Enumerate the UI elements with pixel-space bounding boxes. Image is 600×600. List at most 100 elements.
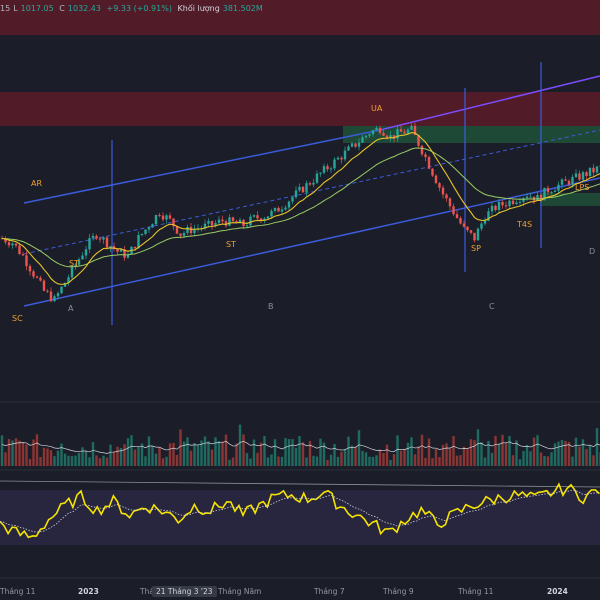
volume-bar <box>585 449 588 466</box>
channel-upper <box>23 129 381 204</box>
volume-bar <box>529 451 532 466</box>
volume-label: Khối lượng <box>177 4 220 13</box>
candle-body <box>207 221 210 224</box>
ema-green-line <box>1 147 600 268</box>
supply-zone-mid <box>0 92 600 126</box>
volume-bar <box>165 456 168 466</box>
candle-body <box>81 255 84 260</box>
candle-body <box>284 207 287 210</box>
volume-bar <box>424 457 427 466</box>
candle-body <box>28 266 32 272</box>
volume-bar <box>560 439 564 466</box>
rsi-line <box>0 482 600 539</box>
candle-body <box>399 129 403 132</box>
volume-bar <box>406 442 410 466</box>
candle-body <box>588 167 592 177</box>
candle-body <box>455 214 459 219</box>
volume-bar <box>396 435 399 466</box>
candle-body <box>536 194 539 201</box>
volume-bar <box>539 452 543 466</box>
candle-body <box>221 219 224 222</box>
candle-body <box>466 226 469 231</box>
candle-body <box>231 217 235 222</box>
candle-body <box>427 157 431 169</box>
volume-bar <box>291 439 294 466</box>
candle-body <box>98 238 102 240</box>
volume-bar <box>595 428 599 466</box>
volume-bar <box>256 452 259 466</box>
volume-bar <box>21 442 25 466</box>
candle-body <box>518 201 522 203</box>
volume-bar <box>249 458 252 466</box>
volume-bar <box>273 439 277 466</box>
volume-bar <box>592 455 595 466</box>
volume-bar <box>364 452 368 466</box>
candle-body <box>539 194 543 201</box>
candle-body <box>483 220 487 224</box>
volume-bar <box>357 430 361 466</box>
volume-bar <box>469 439 473 466</box>
volume-bar <box>483 457 487 466</box>
volume-bar <box>84 451 88 466</box>
candle-body <box>151 224 154 228</box>
volume-bar <box>298 436 301 466</box>
candle-body <box>581 172 585 180</box>
candle-body <box>473 232 476 241</box>
candle-body <box>105 237 109 248</box>
volume-bar <box>95 455 98 466</box>
volume-bar <box>112 451 116 466</box>
candle-body <box>158 215 161 217</box>
volume-bar <box>0 435 4 466</box>
candle-body <box>564 179 567 181</box>
candle-body <box>343 150 347 160</box>
candle-body <box>217 219 221 224</box>
volume-bar <box>56 450 60 466</box>
channel-mid-dashed <box>23 129 600 255</box>
candle-body <box>301 186 305 193</box>
volume-bar <box>46 448 49 466</box>
volume-bar <box>525 444 529 466</box>
candle-body <box>469 230 473 233</box>
candle-body <box>305 183 308 193</box>
volume-bar <box>403 449 406 466</box>
candle-body <box>389 135 392 138</box>
candle-body <box>567 180 571 185</box>
candle-body <box>385 135 389 138</box>
candle-body <box>308 183 312 185</box>
candle-body <box>56 293 60 297</box>
time-label-may: Tháng Năm <box>218 587 262 596</box>
candle-body <box>119 249 123 252</box>
volume-bar <box>98 458 102 466</box>
candle-body <box>70 266 74 278</box>
volume-bar <box>60 443 63 466</box>
volume-bar <box>245 453 249 466</box>
phase-a: A <box>68 304 74 313</box>
candle-body <box>354 143 357 147</box>
candle-body <box>4 238 7 243</box>
candle-body <box>592 167 595 173</box>
volume-bar <box>459 455 462 466</box>
event-ar: AR <box>31 179 42 188</box>
volume-bar <box>137 446 140 466</box>
volume-bar <box>438 457 441 466</box>
volume-bar <box>336 456 340 466</box>
volume-bar <box>305 457 308 466</box>
volume-bar <box>385 444 389 466</box>
candle-body <box>235 221 238 224</box>
candle-body <box>203 223 207 229</box>
event-st-2: ST <box>226 240 236 249</box>
volume-bar <box>536 435 539 466</box>
candle-body <box>91 235 95 239</box>
candle-body <box>77 259 81 265</box>
candle-body <box>179 233 182 236</box>
volume-bar <box>574 437 578 466</box>
candle-body <box>63 282 67 287</box>
candle-body <box>326 166 329 170</box>
event-st-1: ST <box>69 259 79 268</box>
candle-body <box>11 243 14 246</box>
volume-bar <box>182 441 186 466</box>
volume-bar <box>287 438 291 466</box>
event-sp: SP <box>471 244 481 253</box>
volume-bar <box>543 455 546 466</box>
